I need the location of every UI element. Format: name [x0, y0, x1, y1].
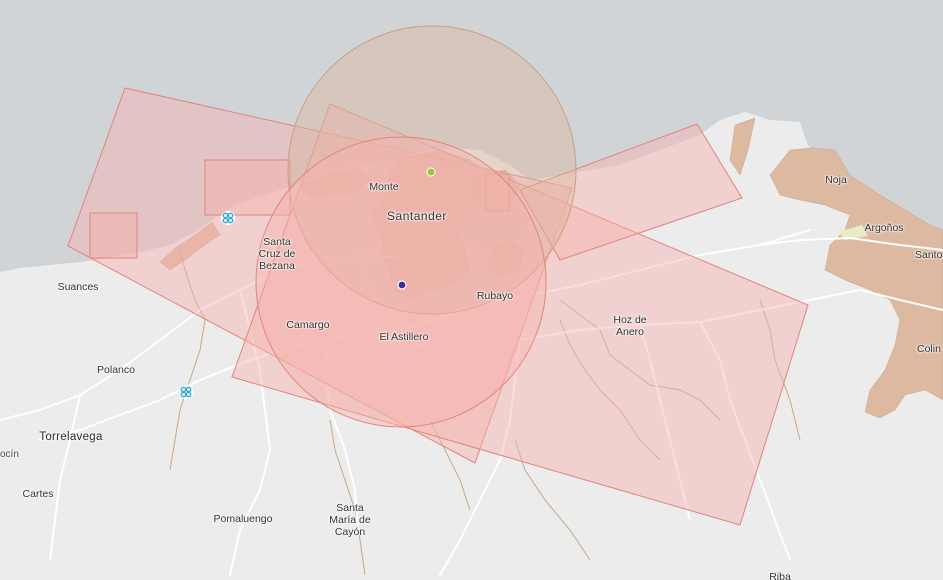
place-label-hoz-de-anero: Hoz de Anero: [613, 314, 647, 338]
place-label-noja: Noja: [825, 174, 847, 186]
place-label-santander: Santander: [387, 209, 447, 223]
restriction-zones: [67, 87, 809, 526]
place-label-santo: Santo: [915, 249, 943, 261]
purple-point: [397, 280, 407, 290]
place-label-santa-maria-de-cayon: Santa María de Cayón: [329, 502, 371, 538]
place-label-torrelavega: Torrelavega: [39, 431, 103, 443]
place-label-cartes: Cartes: [22, 488, 54, 500]
urban-areas: [159, 117, 943, 419]
place-label-rubayo: Rubayo: [476, 290, 514, 302]
place-label-riba: Riba: [769, 571, 791, 580]
zone-polygon-northeast: [519, 123, 743, 261]
place-label-suances: Suances: [57, 281, 99, 293]
roads: [0, 229, 943, 576]
zone-rect-2: [204, 159, 291, 216]
green-point: [426, 167, 436, 177]
zone-polygon-west: [67, 87, 573, 464]
heliport-icon: [179, 385, 193, 399]
park-area: [838, 225, 868, 240]
place-label-pomaluengo: Pomaluengo: [213, 513, 273, 525]
bay-area: [455, 200, 530, 250]
place-label-santa-cruz-de-bezana: Santa Cruz de Bezana: [258, 236, 296, 272]
place-label-ocin: ocín: [0, 449, 19, 460]
place-label-camargo: Camargo: [286, 319, 330, 331]
place-label-colin: Colin: [917, 343, 941, 355]
rivers: [169, 249, 801, 576]
sea-area: [0, 0, 943, 272]
zone-rect-1: [89, 212, 138, 259]
place-label-monte: Monte: [369, 181, 399, 193]
place-label-polanco: Polanco: [97, 364, 135, 376]
place-label-argonos: Argoños: [864, 222, 904, 234]
place-label-el-astillero: El Astillero: [379, 331, 429, 343]
heliport-icon: [221, 211, 235, 225]
zone-polygon-east: [231, 103, 809, 526]
